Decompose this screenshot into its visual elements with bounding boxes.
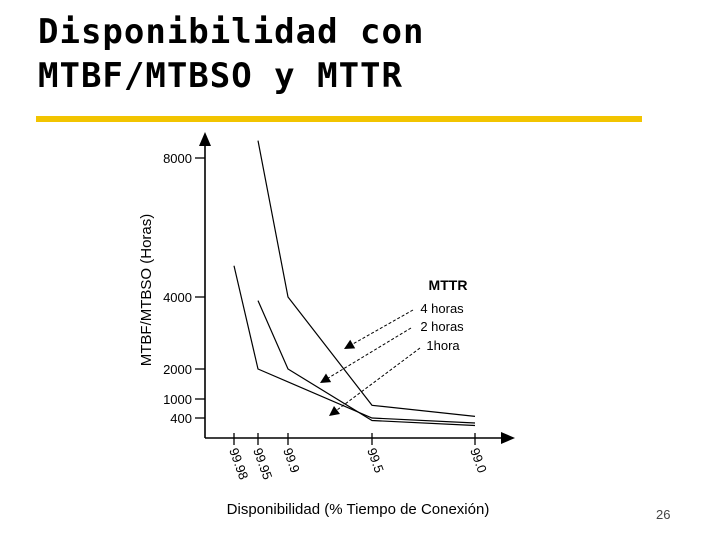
y-tick-label: 4000 xyxy=(163,290,192,305)
leader-line xyxy=(328,327,412,379)
slide-title-line-1: Disponibilidad con xyxy=(38,12,425,52)
series-line-3 xyxy=(257,300,476,427)
leader-line xyxy=(352,309,414,345)
leader-arrowhead xyxy=(344,339,356,349)
y-axis-arrow xyxy=(199,132,211,146)
series-line-2 xyxy=(233,265,476,424)
y-tick-label: 8000 xyxy=(163,151,192,166)
x-axis-title: Disponibilidad (% Tiempo de Conexión) xyxy=(227,501,490,518)
legend-title: MTTR xyxy=(429,277,468,293)
series-line-1 xyxy=(257,140,476,417)
slide-title-line-2: MTBF/MTBSO y MTTR xyxy=(38,56,403,96)
y-tick-label: 2000 xyxy=(163,362,192,377)
legend-label: 1hora xyxy=(426,338,460,353)
x-tick-label: 99.9 xyxy=(280,446,303,475)
y-tick-label: 400 xyxy=(170,411,192,426)
x-tick-label: 99.0 xyxy=(467,446,490,475)
y-axis-title: MTBF/MTBSO (Horas) xyxy=(138,214,155,367)
legend-label: 4 horas xyxy=(420,301,464,316)
x-tick-label: 99.5 xyxy=(364,446,387,475)
page-number: 26 xyxy=(656,507,671,522)
slide-title: Disponibilidad con MTBF/MTBSO y MTTR xyxy=(38,10,424,98)
x-tick-label: 99.98 xyxy=(226,446,251,482)
x-tick-label: 99.95 xyxy=(250,446,275,482)
x-axis-arrow xyxy=(501,432,515,444)
legend-label: 2 horas xyxy=(420,319,464,334)
leader-arrowhead xyxy=(320,373,332,383)
title-rule xyxy=(36,116,642,122)
leader-arrowhead xyxy=(329,406,340,416)
leader-line xyxy=(336,347,421,411)
y-tick-label: 1000 xyxy=(163,392,192,407)
